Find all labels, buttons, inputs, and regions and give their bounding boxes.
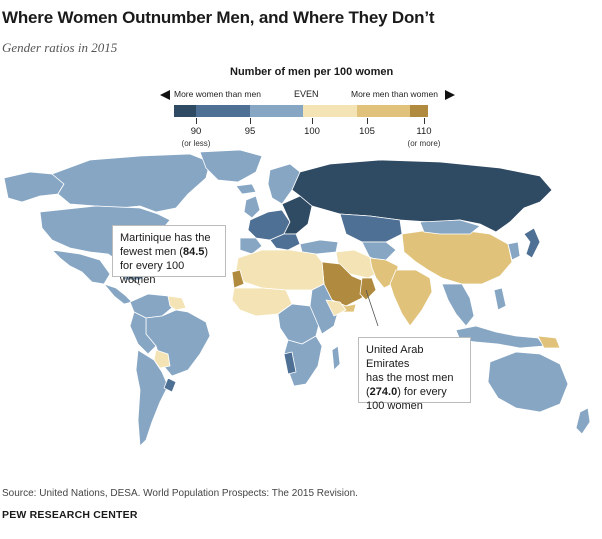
legend-tick: [367, 118, 368, 124]
legend-tick-label: 100: [304, 126, 320, 137]
region-scandinavia: [267, 163, 301, 205]
region-png: [537, 335, 561, 349]
legend-swatch: [174, 105, 196, 117]
legend-tick-label: 110: [416, 126, 432, 137]
region-philippines: [493, 287, 507, 311]
right-arrow-icon: [445, 90, 455, 100]
region-korea: [507, 241, 521, 261]
region-greenland: [199, 150, 263, 183]
left-arrow-icon: [160, 90, 170, 100]
chart-subtitle: Gender ratios in 2015: [2, 40, 118, 55]
region-russia: [291, 159, 553, 233]
region-western-sahara: [231, 269, 245, 289]
uae-callout-line1: United Arab Emirates: [366, 344, 424, 370]
organization-credit: PEW RESEARCH CENTER: [2, 509, 138, 521]
legend-swatch: [303, 105, 357, 117]
region-peru-bolivia: [129, 311, 157, 355]
source-note: Source: United Nations, DESA. World Popu…: [2, 488, 358, 499]
region-canada: [51, 153, 211, 213]
region-guianas: [167, 295, 187, 311]
region-australia: [487, 351, 569, 413]
uae-callout-line3: (274.0) for every: [366, 386, 447, 398]
legend-tick-sublabel: (or less): [181, 139, 211, 148]
legend-tick-label: 105: [359, 126, 375, 137]
legend-tick-label: 90: [190, 126, 202, 137]
region-chile-argentina: [135, 349, 169, 447]
region-new-zealand: [575, 407, 591, 435]
uae-callout-line2: has the most men: [366, 372, 454, 384]
region-central-america: [103, 283, 133, 305]
martinique-callout: Martinique has the fewest men (84.5) for…: [112, 225, 226, 286]
region-turkey: [299, 239, 339, 255]
legend-tick: [196, 118, 197, 124]
martinique-callout-line3: for every 100 women: [120, 260, 185, 286]
uae-callout-line4: 100 women: [366, 400, 423, 412]
legend-left-label: More women than men: [174, 89, 261, 99]
region-north-africa: [235, 249, 325, 291]
martinique-value: 84.5: [182, 246, 205, 258]
region-uk: [243, 195, 261, 219]
legend-swatch: [356, 105, 411, 117]
legend-right-label: More men than women: [351, 89, 438, 99]
martinique-callout-line2: fewest men (84.5): [120, 246, 209, 258]
region-india: [389, 269, 433, 327]
region-horn-of-africa: [325, 299, 347, 317]
region-uruguay: [163, 377, 177, 393]
region-madagascar: [331, 345, 341, 371]
legend-swatch: [410, 105, 429, 117]
legend-swatch: [249, 105, 304, 117]
legend-even-label: EVEN: [294, 89, 319, 99]
legend-swatch: [196, 105, 250, 117]
region-central-asia: [361, 241, 397, 261]
legend-tick-label: 95: [244, 126, 256, 137]
world-map: [3, 150, 591, 447]
region-southeast-asia: [441, 283, 475, 327]
region-uae-oman: [359, 277, 377, 301]
region-mexico: [51, 249, 111, 285]
region-iceland: [235, 183, 257, 195]
region-kazakhstan: [339, 213, 403, 243]
legend-tick-sublabel: (or more): [407, 139, 441, 148]
region-mongolia: [419, 219, 481, 235]
legend-tick: [312, 118, 313, 124]
legend-title: Number of men per 100 women: [230, 66, 394, 78]
chart-title: Where Women Outnumber Men, and Where The…: [2, 8, 435, 27]
region-iberia: [239, 237, 263, 255]
legend-tick: [424, 118, 425, 124]
uae-value: 274.0: [369, 386, 398, 398]
martinique-callout-line1: Martinique has the: [120, 232, 211, 244]
legend-color-bar: [174, 105, 429, 117]
legend-tick: [250, 118, 251, 124]
region-paraguay: [153, 349, 171, 369]
region-japan: [523, 227, 541, 259]
uae-leader-line: [365, 289, 379, 327]
region-east-africa: [309, 283, 339, 335]
uae-callout: United Arab Emirates has the most men (2…: [358, 337, 471, 412]
region-namibia: [283, 351, 297, 375]
